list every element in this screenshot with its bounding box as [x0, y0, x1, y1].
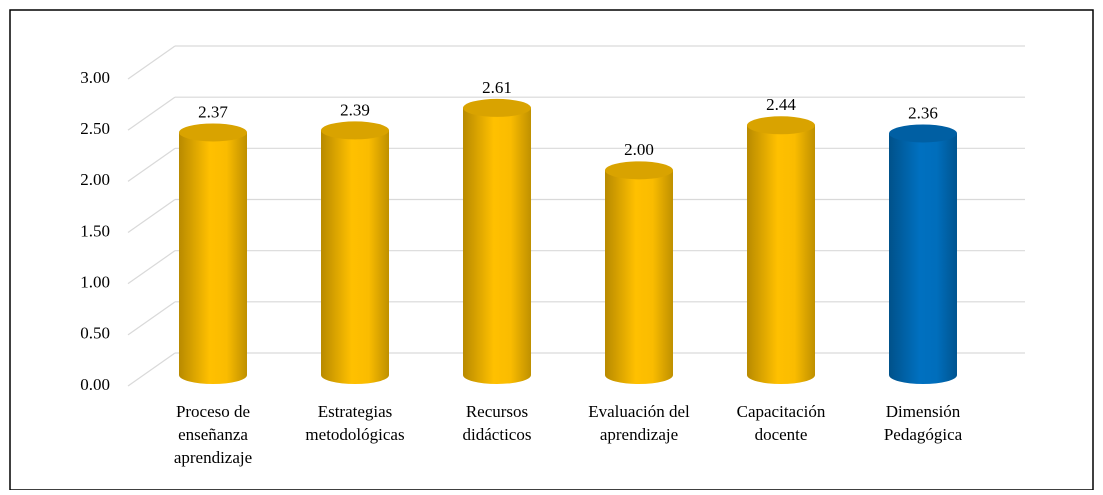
grid-line — [127, 45, 176, 80]
x-tick-label: aprendizaje — [600, 425, 678, 444]
cylinder — [605, 161, 673, 384]
x-tick-label: Recursos — [466, 402, 528, 421]
x-tick-label: enseñanza — [178, 425, 248, 444]
cylinder-top — [321, 121, 389, 140]
y-tick-label: 2.00 — [80, 170, 110, 189]
cylinder-body — [179, 132, 247, 384]
x-tick-label: metodológicas — [305, 425, 404, 444]
value-label: 2.61 — [482, 78, 512, 97]
grid-line — [127, 352, 176, 387]
x-tick-label: didácticos — [463, 425, 532, 444]
cylinder — [179, 123, 247, 384]
y-tick-label: 0.00 — [80, 375, 110, 394]
cylinder — [889, 124, 957, 384]
grid-line — [127, 96, 176, 131]
x-tick-label: Dimensión — [886, 402, 961, 421]
x-tick-label: Pedagógica — [884, 425, 963, 444]
cylinder-body — [889, 133, 957, 384]
cylinder-body — [605, 170, 673, 384]
value-label: 2.36 — [908, 103, 938, 122]
x-tick-label: Evaluación del — [588, 402, 690, 421]
cylinder-top — [179, 123, 247, 142]
x-tick-label: docente — [755, 425, 808, 444]
y-tick-label: 1.50 — [80, 221, 110, 240]
x-tick-label: Estrategias — [318, 402, 393, 421]
value-label: 2.44 — [766, 95, 796, 114]
y-tick-label: 1.00 — [80, 273, 110, 292]
y-tick-label: 2.50 — [80, 119, 110, 138]
cylinder-top — [605, 161, 673, 180]
cylinder — [321, 121, 389, 384]
cylinder-body — [747, 125, 815, 384]
cylinder-top — [889, 124, 957, 143]
cylinder-top — [747, 116, 815, 135]
grid-line — [127, 147, 176, 182]
grid-line — [127, 199, 176, 233]
x-tick-label: Capacitación — [737, 402, 826, 421]
x-tick-label: aprendizaje — [174, 448, 252, 467]
value-label: 2.00 — [624, 140, 654, 159]
value-label: 2.39 — [340, 100, 370, 119]
value-label: 2.37 — [198, 102, 228, 121]
cylinder — [463, 98, 531, 384]
y-tick-label: 0.50 — [80, 324, 110, 343]
cylinder-top — [463, 98, 531, 117]
cylinder-body — [321, 130, 389, 384]
grid-line — [127, 301, 176, 336]
cylinder-body — [463, 107, 531, 384]
y-tick-label: 3.00 — [80, 68, 110, 87]
grid-line — [127, 250, 176, 285]
cylinder — [747, 116, 815, 384]
x-tick-label: Proceso de — [176, 402, 250, 421]
